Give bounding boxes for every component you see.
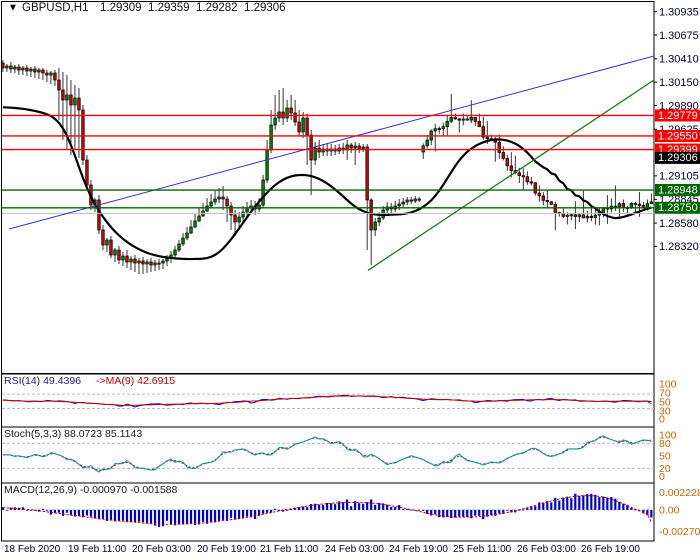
svg-text:0: 0	[659, 413, 665, 425]
svg-text:1.30150: 1.30150	[659, 77, 699, 89]
svg-text:1.29282: 1.29282	[196, 2, 238, 14]
svg-text:1.30410: 1.30410	[659, 54, 699, 66]
svg-text:18 Feb 2020: 18 Feb 2020	[4, 544, 61, 555]
svg-text:1.29550: 1.29550	[658, 130, 698, 142]
svg-text:20 Feb 03:00: 20 Feb 03:00	[132, 544, 191, 555]
svg-text:MACD(12,26,9) -0.000970 -0.001: MACD(12,26,9) -0.000970 -0.001588	[4, 484, 178, 496]
svg-text:25 Feb 11:00: 25 Feb 11:00	[453, 544, 512, 555]
svg-text:0.00: 0.00	[659, 505, 680, 517]
svg-text:1.28580: 1.28580	[659, 218, 699, 230]
svg-text:▼: ▼	[8, 3, 18, 14]
svg-text:1.29359: 1.29359	[148, 2, 190, 14]
svg-text:1.30675: 1.30675	[659, 30, 699, 42]
svg-text:RSI(14) 49.4396: RSI(14) 49.4396	[4, 375, 81, 387]
svg-text:20 Feb 19:00: 20 Feb 19:00	[197, 544, 256, 555]
svg-text:1.29306: 1.29306	[244, 2, 286, 14]
svg-text:Stoch(5,3,3) 88.0723 85.1143: Stoch(5,3,3) 88.0723 85.1143	[4, 428, 142, 440]
svg-text:1.29779: 1.29779	[658, 110, 698, 122]
svg-text:0.002228: 0.002228	[659, 487, 700, 499]
svg-text:1.30935: 1.30935	[659, 7, 699, 19]
svg-text:1.29105: 1.29105	[659, 171, 699, 183]
svg-text:26 Feb 03:00: 26 Feb 03:00	[517, 544, 576, 555]
svg-text:1.29309: 1.29309	[100, 2, 142, 14]
svg-text:19 Feb 11:00: 19 Feb 11:00	[68, 544, 127, 555]
svg-text:21 Feb 11:00: 21 Feb 11:00	[260, 544, 319, 555]
svg-text:0: 0	[659, 471, 665, 483]
svg-text:-0.002707: -0.002707	[659, 526, 700, 538]
svg-text:1.28948: 1.28948	[658, 184, 698, 196]
svg-text:1.29306: 1.29306	[658, 152, 698, 164]
svg-text:1.28750: 1.28750	[658, 202, 698, 214]
svg-text:->MA(9) 42.6915: ->MA(9) 42.6915	[96, 375, 175, 387]
svg-text:50: 50	[659, 450, 671, 462]
svg-text:24 Feb 19:00: 24 Feb 19:00	[389, 544, 448, 555]
svg-text:80: 80	[659, 438, 671, 450]
svg-text:24 Feb 03:00: 24 Feb 03:00	[325, 544, 384, 555]
svg-text:GBPUSD,H1: GBPUSD,H1	[22, 2, 88, 14]
svg-text:26 Feb 19:00: 26 Feb 19:00	[581, 544, 640, 555]
svg-text:1.28320: 1.28320	[659, 241, 699, 253]
